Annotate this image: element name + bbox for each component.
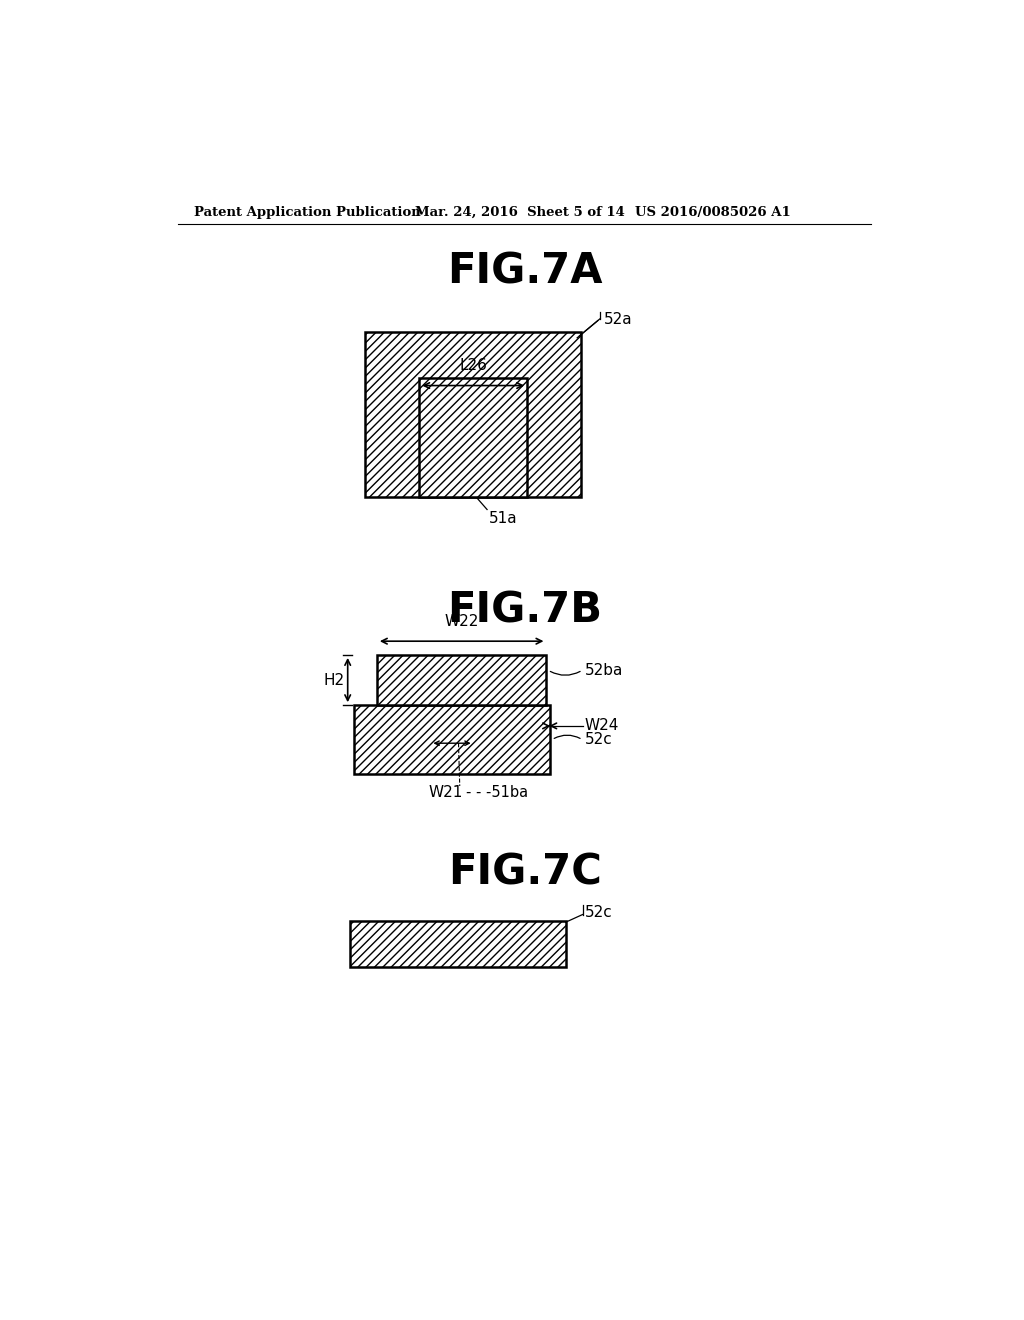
Bar	[354, 705, 550, 775]
Text: FIG.7B: FIG.7B	[447, 590, 602, 631]
Text: 51a: 51a	[488, 511, 517, 527]
Bar	[419, 378, 527, 498]
Text: 52c: 52c	[585, 733, 612, 747]
Text: 52a: 52a	[604, 313, 633, 327]
Text: W21: W21	[429, 785, 463, 800]
Text: - - -51ba: - - -51ba	[466, 785, 528, 800]
Text: W24: W24	[585, 718, 620, 734]
Text: 52ba: 52ba	[585, 663, 624, 677]
Text: 52c: 52c	[585, 906, 612, 920]
Text: L26: L26	[460, 358, 487, 374]
Text: W22: W22	[444, 614, 479, 628]
Text: US 2016/0085026 A1: US 2016/0085026 A1	[635, 206, 791, 219]
Bar	[366, 331, 581, 498]
Text: FIG.7C: FIG.7C	[447, 851, 602, 894]
Text: H2: H2	[324, 673, 345, 688]
Text: Patent Application Publication: Patent Application Publication	[194, 206, 421, 219]
Bar	[377, 655, 547, 705]
Text: FIG.7A: FIG.7A	[447, 251, 602, 293]
Text: Mar. 24, 2016  Sheet 5 of 14: Mar. 24, 2016 Sheet 5 of 14	[416, 206, 626, 219]
Bar	[350, 921, 565, 966]
